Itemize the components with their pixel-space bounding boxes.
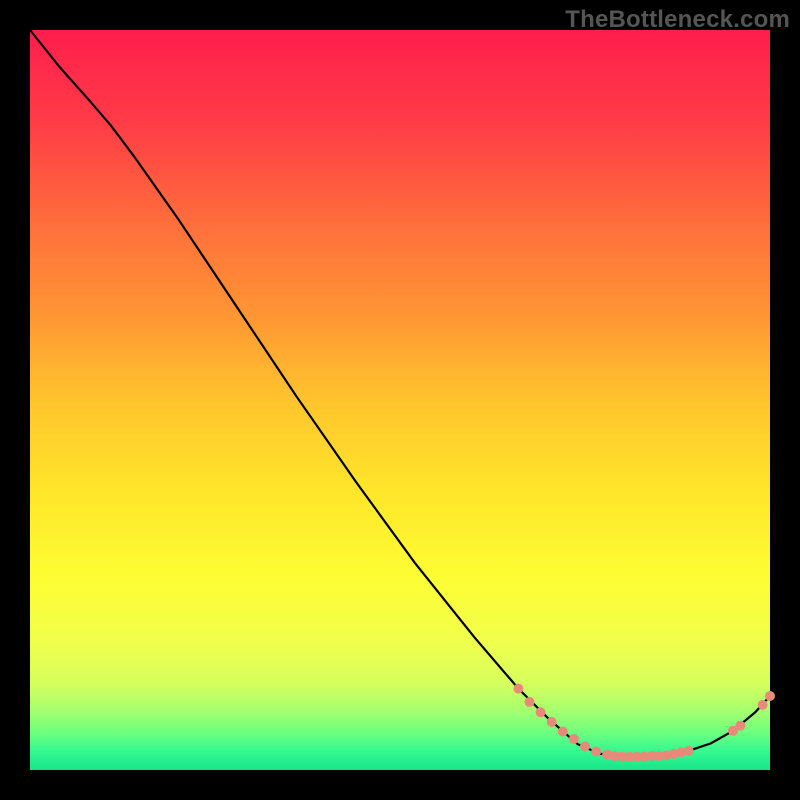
curve-marker: [525, 697, 535, 707]
plot-background: [30, 30, 770, 770]
curve-marker: [547, 717, 557, 727]
curve-marker: [569, 734, 579, 744]
curve-marker: [536, 707, 546, 717]
curve-marker: [558, 727, 568, 737]
bottleneck-chart: [0, 0, 800, 800]
chart-container: TheBottleneck.com: [0, 0, 800, 800]
watermark-text: TheBottleneck.com: [565, 6, 790, 34]
curve-marker: [580, 741, 590, 751]
curve-marker: [513, 684, 523, 694]
curve-marker: [684, 746, 694, 756]
curve-marker: [735, 721, 745, 731]
curve-marker: [758, 700, 768, 710]
curve-marker: [591, 747, 601, 757]
curve-marker: [765, 691, 775, 701]
